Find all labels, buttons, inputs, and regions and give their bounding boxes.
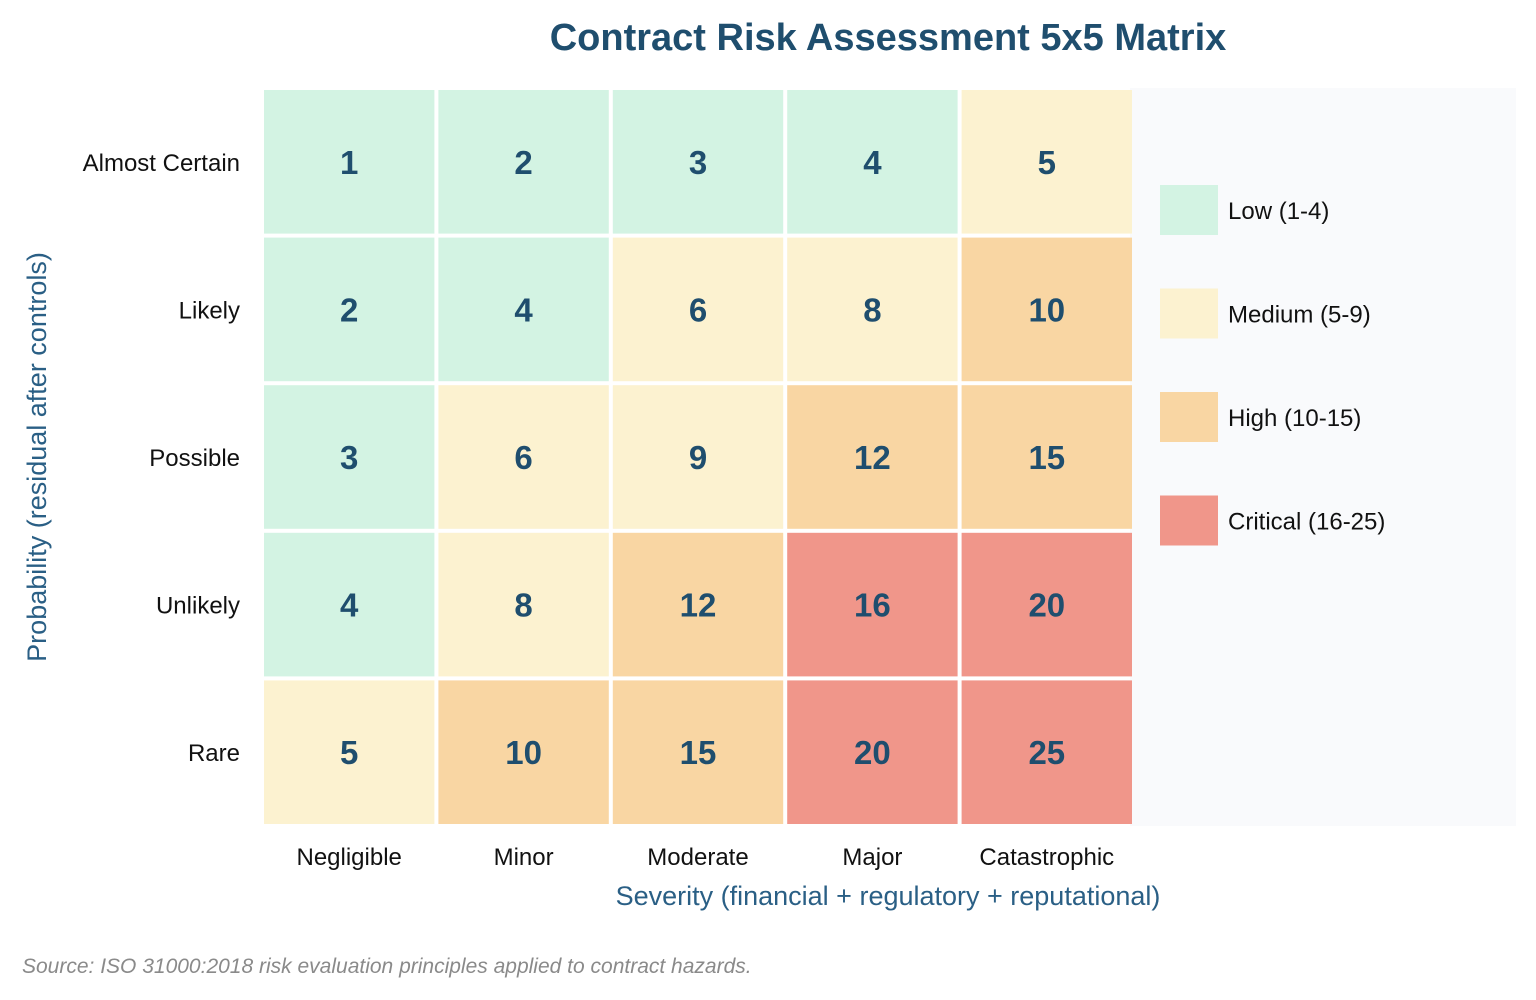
cell-value-label: 3 [340, 439, 358, 476]
legend-swatch [1160, 495, 1218, 546]
x-axis-label: Severity (financial + regulatory + reput… [616, 881, 1161, 911]
heatmap-cell [961, 237, 1132, 382]
heatmap-cell [264, 680, 435, 824]
heatmap-cell [787, 90, 958, 234]
column-tick-label: Negligible [296, 844, 401, 871]
heatmap-cell [612, 90, 784, 234]
row-tick-label: Possible [149, 445, 240, 472]
heatmap-cell [787, 680, 958, 824]
heatmap-cell [264, 237, 435, 382]
matrix-grid: 1 2 3 4 52 4 6 8 103 6 9 12 154 8 12 16 205 10 15 20 25 [264, 90, 1132, 824]
cell-value-label: 8 [863, 291, 881, 328]
cell-value-label: 6 [514, 439, 532, 476]
heatmap-cell [264, 532, 435, 677]
cell-value-label: 15 [680, 734, 717, 771]
cell-value-label: 5 [1038, 144, 1056, 181]
heatmap-cell [787, 385, 958, 529]
cell-value-label: 10 [1028, 291, 1065, 328]
heatmap-cell [787, 532, 958, 677]
legend-label: High (10-15) [1228, 405, 1361, 432]
cell-value-label: 4 [514, 291, 533, 328]
cell-value-label: 16 [854, 587, 891, 624]
source-note: Source: ISO 31000:2018 risk evaluation p… [22, 955, 752, 978]
heatmap-cell [438, 237, 609, 382]
cell-value-label: 3 [689, 144, 707, 181]
cell-value-label: 1 [340, 144, 358, 181]
legend-label: Medium (5-9) [1228, 302, 1371, 329]
cell-value-label: 4 [340, 587, 359, 624]
heatmap-cell [438, 532, 609, 677]
cell-value-label: 20 [1028, 587, 1065, 624]
row-labels: Almost Certain Likely Possible Unlikely Rare [83, 150, 240, 767]
row-tick-label: Unlikely [156, 593, 240, 620]
legend: Low (1-4) Medium (5-9) High (10-15) Critica… [1160, 185, 1385, 546]
legend-swatch [1160, 288, 1218, 339]
cell-value-label: 25 [1028, 734, 1065, 771]
heatmap-cell [264, 385, 435, 529]
column-labels: Negligible Minor Moderate Major Catastrophic [296, 844, 1114, 871]
column-tick-label: Major [842, 844, 902, 871]
heatmap-cell [438, 90, 609, 234]
legend-swatch [1160, 185, 1218, 235]
heatmap-cell [612, 237, 784, 382]
column-tick-label: Minor [494, 844, 554, 871]
column-tick-label: Moderate [647, 844, 748, 871]
legend-label: Critical (16-25) [1228, 509, 1385, 536]
column-tick-label: Catastrophic [979, 844, 1114, 871]
y-axis-label: Probability (residual after controls) [22, 252, 52, 662]
legend-label: Low (1-4) [1228, 198, 1329, 225]
cell-value-label: 2 [514, 144, 532, 181]
heatmap-cell [787, 237, 958, 382]
cell-value-label: 2 [340, 291, 358, 328]
heatmap-cell [438, 385, 609, 529]
cell-value-label: 12 [680, 587, 717, 624]
row-tick-label: Likely [179, 297, 240, 324]
cell-value-label: 12 [854, 439, 891, 476]
cell-value-label: 5 [340, 734, 358, 771]
row-tick-label: Rare [188, 740, 240, 767]
cell-value-label: 20 [854, 734, 891, 771]
chart-title: Contract Risk Assessment 5x5 Matrix [550, 17, 1227, 59]
cell-value-label: 4 [863, 144, 882, 181]
cell-value-label: 8 [514, 587, 532, 624]
heatmap-cell [438, 680, 609, 824]
legend-swatch [1160, 392, 1218, 442]
heatmap-cell [612, 680, 784, 824]
cell-value-label: 6 [689, 291, 707, 328]
cell-value-label: 15 [1028, 439, 1065, 476]
heatmap-cell [961, 532, 1132, 677]
heatmap-cell [612, 385, 784, 529]
heatmap-cell [961, 90, 1132, 234]
heatmap-cell [264, 90, 435, 234]
cell-value-label: 9 [689, 439, 707, 476]
heatmap-cell [961, 385, 1132, 529]
row-tick-label: Almost Certain [83, 150, 240, 177]
heatmap-cell [961, 680, 1132, 824]
heatmap-cell [612, 532, 784, 677]
cell-value-label: 10 [505, 734, 542, 771]
